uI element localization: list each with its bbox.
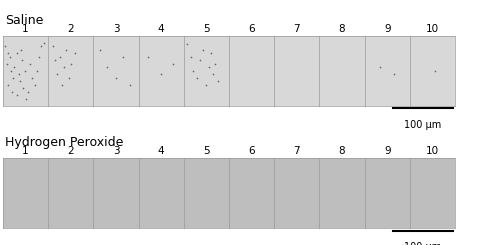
Point (196, 59, 203, 62)
Point (26, 62, 34, 66)
Point (22, 97, 30, 101)
Point (24, 90, 32, 94)
Text: 3: 3 (112, 146, 119, 156)
Point (72, 51, 80, 55)
Text: 8: 8 (338, 24, 345, 34)
Point (209, 73, 217, 76)
Point (16, 80, 24, 84)
Text: 100 µm: 100 µm (404, 242, 442, 245)
Point (12, 94, 20, 98)
Point (4, 51, 12, 55)
Point (103, 66, 111, 70)
Text: 8: 8 (338, 146, 345, 156)
Point (430, 69, 438, 73)
Point (28, 76, 36, 80)
Text: 10: 10 (426, 24, 439, 34)
Point (62, 48, 70, 52)
Point (58, 83, 66, 87)
Point (189, 69, 197, 73)
Point (112, 76, 120, 80)
Text: Hydrogen Peroxide: Hydrogen Peroxide (5, 136, 124, 149)
Point (126, 83, 134, 87)
Point (15, 73, 23, 76)
Text: 1: 1 (22, 146, 29, 156)
Point (35, 55, 43, 59)
Point (64, 76, 72, 80)
Point (18, 59, 26, 62)
Point (12, 51, 20, 55)
Point (186, 55, 194, 59)
Point (390, 73, 398, 76)
Point (168, 62, 176, 66)
Point (202, 83, 210, 87)
Text: 4: 4 (158, 146, 164, 156)
Text: 2: 2 (68, 146, 74, 156)
Point (157, 73, 165, 76)
Point (119, 55, 127, 59)
Point (204, 66, 212, 70)
Text: 5: 5 (203, 146, 209, 156)
Point (212, 62, 220, 66)
Point (2, 62, 10, 66)
Text: 1: 1 (22, 24, 29, 34)
Point (48, 45, 56, 49)
Point (144, 55, 152, 59)
Point (6, 55, 14, 59)
Point (38, 45, 46, 49)
Text: 6: 6 (248, 146, 255, 156)
Point (4, 83, 12, 87)
Text: 2: 2 (68, 24, 74, 34)
Text: 5: 5 (203, 24, 209, 34)
Point (17, 48, 25, 52)
Point (184, 42, 192, 46)
Point (7, 69, 15, 73)
Text: 3: 3 (112, 24, 119, 34)
Text: 6: 6 (248, 24, 255, 34)
Text: 100 µm: 100 µm (404, 120, 442, 130)
Point (20, 69, 28, 73)
Point (8, 90, 16, 94)
Point (2, 45, 10, 49)
Point (67, 62, 75, 66)
Point (56, 55, 64, 59)
Point (9, 76, 17, 80)
Point (214, 80, 222, 84)
Text: 9: 9 (384, 24, 390, 34)
Point (53, 73, 61, 76)
Text: 9: 9 (384, 146, 390, 156)
Point (376, 66, 384, 70)
Point (207, 51, 215, 55)
Point (33, 69, 41, 73)
Point (20, 86, 28, 90)
Text: 4: 4 (158, 24, 164, 34)
Text: 7: 7 (294, 146, 300, 156)
Text: 7: 7 (294, 24, 300, 34)
Point (194, 76, 202, 80)
Point (60, 66, 68, 70)
Point (96, 48, 104, 52)
Point (10, 66, 18, 70)
Point (30, 83, 38, 87)
Point (199, 48, 207, 52)
Text: Saline: Saline (5, 14, 44, 27)
Text: 10: 10 (426, 146, 439, 156)
Point (40, 41, 48, 45)
Point (51, 59, 59, 62)
